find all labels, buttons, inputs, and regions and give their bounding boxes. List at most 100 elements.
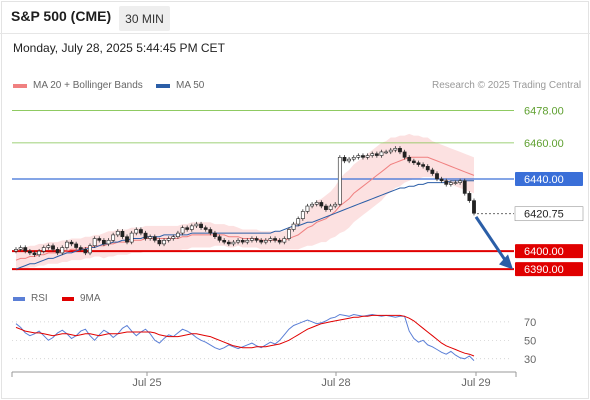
ma9-swatch — [62, 296, 74, 301]
candle-body — [448, 182, 453, 185]
candle-body — [157, 240, 162, 245]
level-label-6478.00: 6478.00 — [524, 105, 564, 117]
level-label-6440.00: 6440.00 — [524, 174, 564, 186]
candle-body — [416, 162, 421, 165]
rsi-line — [15, 313, 475, 361]
level-label-6460.00: 6460.00 — [524, 138, 564, 150]
candle-body — [333, 203, 338, 207]
ma50-swatch — [156, 83, 170, 88]
ma9-line — [15, 314, 475, 357]
level-label-6400.00: 6400.00 — [524, 246, 564, 258]
candle-body — [453, 182, 458, 184]
candle-body — [245, 240, 250, 243]
candle-body — [319, 202, 324, 207]
candle-body — [282, 238, 287, 243]
candle-body — [37, 250, 42, 256]
candle-body — [115, 230, 120, 236]
candle-body — [194, 223, 199, 227]
candle-body — [462, 180, 467, 194]
candle-body — [324, 205, 328, 210]
candle-body — [472, 200, 476, 214]
candle-body — [314, 202, 319, 205]
ma9-label: 9MA — [80, 293, 101, 304]
candle-body — [425, 166, 430, 171]
candle-body — [458, 180, 463, 183]
candle-body — [365, 155, 370, 158]
candle-body — [467, 193, 472, 201]
candle-body — [439, 178, 444, 182]
candle-body — [231, 241, 236, 245]
candle-body — [14, 249, 18, 252]
candle-body — [203, 227, 208, 230]
candle-body — [74, 243, 79, 248]
last-price-label: 6420.75 — [524, 209, 564, 221]
candle-body — [273, 238, 277, 241]
rsi-tick-50: 50 — [524, 335, 536, 347]
candle-body — [296, 218, 301, 225]
candle-body — [27, 250, 32, 254]
candle-body — [300, 211, 305, 219]
candle-body — [268, 238, 273, 241]
candle-body — [337, 157, 342, 205]
candle-body — [263, 240, 268, 243]
candle-body — [111, 234, 116, 241]
candle-body — [379, 151, 384, 156]
candle-body — [254, 238, 259, 241]
candle-body — [129, 232, 134, 243]
rsi-label: RSI — [31, 293, 48, 304]
candle-body — [250, 238, 254, 241]
candle-body — [430, 169, 435, 174]
candle-body — [374, 153, 379, 156]
ma50-label: MA 50 — [176, 80, 205, 91]
level-tag-6390.00 — [515, 262, 583, 277]
candle-body — [41, 247, 46, 252]
forecast-arrow-head — [499, 254, 513, 270]
candle-body — [180, 227, 185, 234]
candle-body — [388, 149, 393, 153]
ma20-swatch — [13, 83, 27, 88]
candle-body — [310, 203, 314, 207]
candle-body — [101, 240, 106, 245]
candle-body — [402, 151, 407, 158]
candle-body — [176, 232, 180, 238]
ma20-label: MA 20 + Bollinger Bands — [33, 80, 143, 91]
candle-body — [351, 157, 356, 160]
candle-body — [342, 157, 347, 162]
candle-body — [69, 241, 74, 245]
candle-body — [125, 236, 129, 243]
ma50-line — [15, 180, 474, 270]
level-label-6390.00: 6390.00 — [524, 264, 564, 276]
candle-body — [166, 238, 171, 241]
candle-body — [120, 230, 125, 238]
rsi-tick-30: 30 — [524, 354, 536, 366]
x-tick-label: Jul 28 — [321, 377, 350, 389]
candle-body — [134, 229, 139, 234]
interval-badge[interactable]: 30 MIN — [119, 6, 170, 31]
candle-body — [46, 245, 51, 248]
candle-body — [208, 229, 213, 234]
level-tag-6440.00 — [515, 171, 583, 186]
candle-body — [393, 148, 398, 151]
candle-body — [370, 153, 375, 156]
candle-body — [236, 240, 240, 243]
rsi-tick-70: 70 — [524, 317, 536, 329]
last-price-tag — [514, 206, 584, 222]
candle-body — [78, 247, 83, 250]
candle-body — [60, 247, 65, 254]
candle-body — [347, 158, 351, 162]
candle-body — [139, 229, 143, 234]
candle-body — [64, 241, 69, 248]
candle-body — [259, 240, 264, 243]
candle-body — [384, 151, 389, 154]
rsi-swatch — [13, 296, 25, 301]
x-tick-label: Jul 25 — [132, 377, 161, 389]
candle-body — [152, 236, 157, 241]
candle-body — [23, 247, 28, 252]
candle-body — [407, 157, 412, 162]
instrument-title: S&P 500 (CME) — [11, 8, 112, 24]
candle-body — [143, 232, 148, 239]
candle-body — [240, 240, 245, 243]
candle-body — [32, 252, 37, 256]
candle-body — [305, 205, 310, 212]
